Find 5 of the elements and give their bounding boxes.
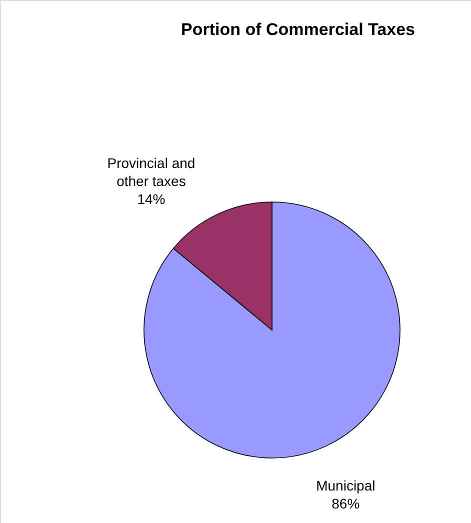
slice-label: Municipal bbox=[316, 478, 376, 494]
chart-title: Portion of Commercial Taxes bbox=[181, 20, 415, 39]
data-label: 14% bbox=[137, 190, 166, 207]
slice-label: Provincial and other taxes bbox=[107, 154, 196, 189]
data-label: 86% bbox=[332, 496, 360, 512]
